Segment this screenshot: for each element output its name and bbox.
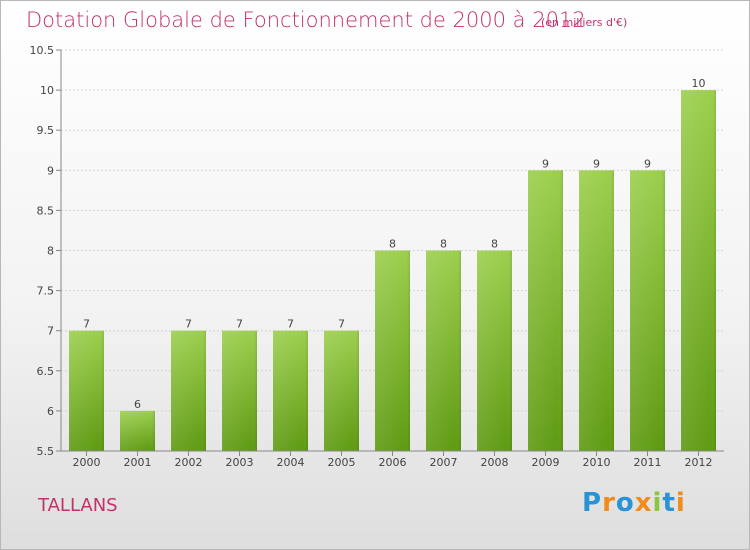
- bar-shade: [579, 170, 614, 452]
- data-label: 9: [593, 157, 600, 170]
- y-tick-label: 5.5: [37, 445, 55, 458]
- y-tick-label: 9: [47, 164, 54, 177]
- x-tick-label: 2009: [532, 456, 560, 469]
- data-label: 8: [440, 238, 447, 251]
- y-tick-label: 6.5: [37, 365, 55, 378]
- bar-shade: [222, 330, 257, 451]
- logo-letter: o: [615, 488, 635, 518]
- bar-shade: [528, 170, 563, 452]
- bar-shade: [69, 330, 104, 451]
- bar-shade: [477, 250, 512, 451]
- x-tick-label: 2008: [481, 456, 509, 469]
- y-tick-label: 10.5: [30, 44, 55, 57]
- y-tick-label: 9.5: [37, 124, 55, 137]
- bar-shade: [375, 250, 410, 451]
- data-label: 9: [542, 157, 549, 170]
- data-label: 7: [338, 318, 345, 331]
- x-tick-label: 2005: [328, 456, 356, 469]
- data-label: 8: [389, 238, 396, 251]
- x-tick-label: 2011: [634, 456, 662, 469]
- logo-letter: i: [652, 488, 663, 518]
- x-tick-label: 2006: [379, 456, 407, 469]
- data-label: 6: [134, 398, 141, 411]
- data-label: 7: [185, 318, 192, 331]
- x-tick-label: 2003: [226, 456, 254, 469]
- commune-name: TALLANS: [38, 495, 118, 516]
- logo-letter: r: [602, 488, 616, 518]
- logo-letter: x: [634, 488, 653, 518]
- y-tick-label: 7: [47, 325, 54, 338]
- bar-shade: [426, 250, 461, 451]
- data-label: 7: [287, 318, 294, 331]
- data-labels: 7 6 7 7 7 7 8 8 8 9 9 9 10: [83, 77, 706, 411]
- y-tick-label: 6: [47, 405, 54, 418]
- y-tick-label: 7.5: [37, 285, 55, 298]
- logo-letter: P: [582, 488, 603, 518]
- bar-shade: [681, 90, 716, 451]
- x-tick-label: 2000: [73, 456, 101, 469]
- y-tick-label: 8.5: [37, 204, 55, 217]
- bar-shade: [273, 330, 308, 451]
- logo-letter: t: [662, 488, 676, 518]
- data-label: 10: [692, 77, 706, 90]
- bars: [69, 90, 716, 452]
- chart-subtitle: (en milliers d'€): [541, 16, 628, 29]
- bar-shade: [171, 330, 206, 451]
- logo-letter: i: [675, 488, 686, 518]
- x-tick-label: 2012: [685, 456, 713, 469]
- proxiti-logo: Proxiti: [582, 488, 686, 518]
- x-tick-label: 2004: [277, 456, 305, 469]
- data-label: 9: [644, 157, 651, 170]
- x-tick-label: 2002: [175, 456, 203, 469]
- data-label: 8: [491, 238, 498, 251]
- x-tick-label: 2010: [583, 456, 611, 469]
- bar-shade: [120, 410, 155, 451]
- x-tick-label: 2007: [430, 456, 458, 469]
- axes: 5.5 6 6.5 7 7.5 8 8.5 9 9.5 10 10.5 2000 2001 2002 200…: [30, 44, 724, 469]
- bar-shade: [630, 170, 665, 452]
- y-tick-label: 8: [47, 245, 54, 258]
- data-label: 7: [236, 318, 243, 331]
- y-tick-label: 10: [40, 84, 54, 97]
- x-tick-label: 2001: [124, 456, 152, 469]
- chart-title: Dotation Globale de Fonctionnement de 20…: [26, 8, 586, 32]
- data-label: 7: [83, 318, 90, 331]
- bar-shade: [324, 330, 359, 451]
